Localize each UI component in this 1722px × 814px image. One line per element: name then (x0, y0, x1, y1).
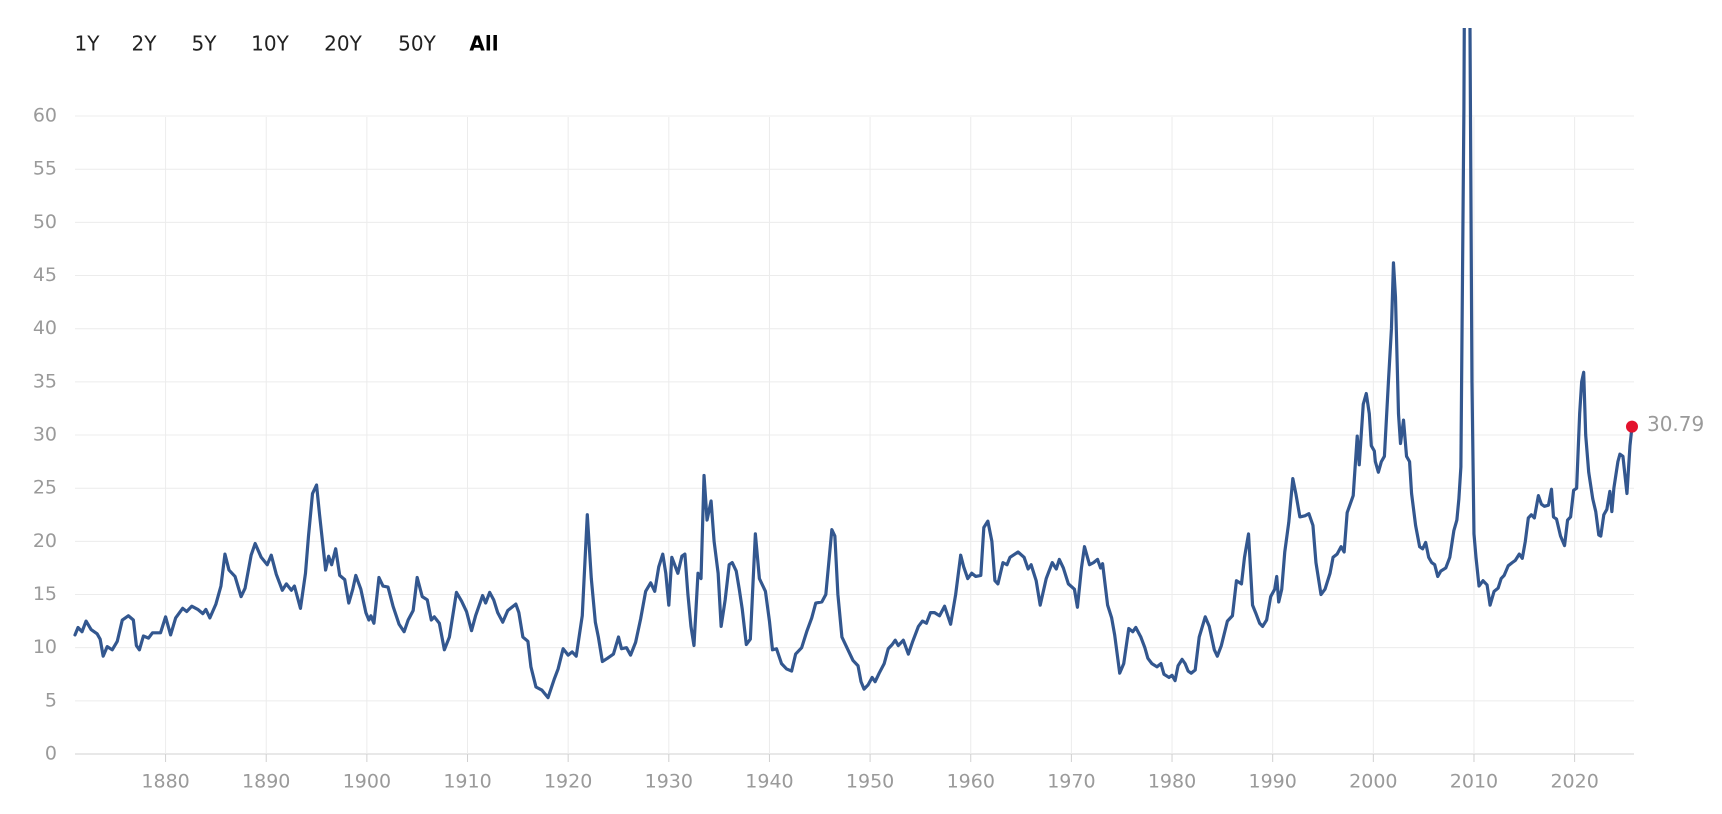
x-tick-label: 1940 (745, 771, 793, 793)
x-tick-label: 1910 (443, 771, 491, 793)
x-tick-label: 2000 (1349, 771, 1397, 793)
x-tick-label: 1970 (1047, 771, 1095, 793)
y-tick-label: 15 (33, 583, 57, 605)
x-tick-label: 1890 (242, 771, 290, 793)
range-button[interactable]: 20Y (324, 32, 362, 56)
x-tick-label: 1930 (645, 771, 693, 793)
range-buttons: 1Y 2Y 5Y 10Y 20Y 50Y All (75, 32, 499, 56)
x-tick-label: 1920 (544, 771, 592, 793)
x-tick-label: 1950 (846, 771, 894, 793)
x-tick-label: 1980 (1148, 771, 1196, 793)
y-tick-label: 30 (33, 424, 57, 446)
axes: 0 5 10 15 20 25 30 35 40 45 50 55 60 1880 1890 1900 1910… (33, 105, 1599, 793)
y-tick-label: 45 (33, 264, 57, 286)
x-tick-label: 1990 (1249, 771, 1297, 793)
y-tick-label: 0 (45, 743, 57, 765)
x-tick-label: 1900 (343, 771, 391, 793)
last-point (1625, 420, 1638, 433)
range-button[interactable]: 1Y (75, 32, 101, 56)
y-tick-label: 40 (33, 317, 57, 339)
y-tick-label: 20 (33, 530, 57, 552)
range-button[interactable]: 10Y (251, 32, 289, 56)
y-tick-label: 50 (33, 211, 57, 233)
y-tick-label: 10 (33, 636, 57, 658)
marks (73, 28, 1634, 700)
range-button[interactable]: 2Y (132, 32, 158, 56)
y-tick-label: 25 (33, 477, 57, 499)
last-value-label: 30.79 (1647, 412, 1704, 436)
y-tick-label: 5 (45, 689, 57, 711)
x-tick-label: 2010 (1450, 771, 1498, 793)
x-tick-label: 1960 (947, 771, 995, 793)
range-button[interactable]: 50Y (398, 32, 436, 56)
x-tick-label: 1880 (141, 771, 189, 793)
y-tick-label: 55 (33, 158, 57, 180)
range-button[interactable]: All (469, 32, 498, 56)
x-tick-label: 2020 (1550, 771, 1598, 793)
y-tick-label: 60 (33, 105, 57, 127)
grid (75, 115, 1634, 755)
range-button[interactable]: 5Y (192, 32, 218, 56)
y-tick-label: 35 (33, 370, 57, 392)
line-series (73, 28, 1634, 700)
